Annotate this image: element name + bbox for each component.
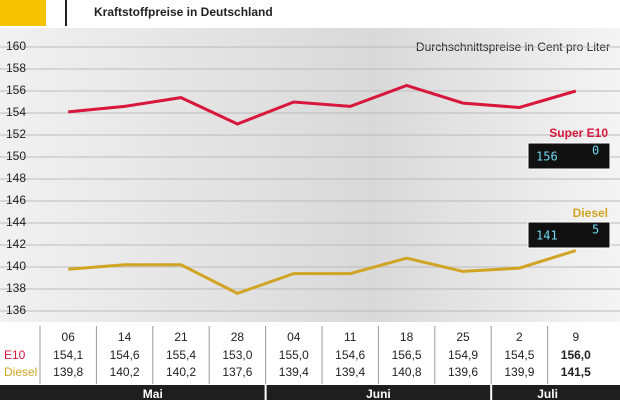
value-label: 139,4: [335, 365, 365, 379]
x-tick-label: 25: [456, 330, 470, 344]
y-tick-label: 148: [6, 171, 26, 185]
x-tick-label: 14: [118, 330, 132, 344]
x-tick-label: 04: [287, 330, 301, 344]
month-label: Juli: [537, 387, 558, 400]
value-label: 139,6: [448, 365, 478, 379]
series-line: [68, 83, 577, 126]
value-label: 153,0: [222, 348, 252, 362]
table-background: [0, 322, 620, 384]
y-tick-label: 156: [6, 83, 26, 97]
value-label: 140,8: [392, 365, 422, 379]
x-tick-label: 06: [62, 330, 76, 344]
value-label: 155,4: [166, 348, 196, 362]
y-tick-label: 160: [6, 39, 26, 53]
value-label: 140,2: [110, 365, 140, 379]
value-label: 155,0: [279, 348, 309, 362]
value-label: 154,6: [110, 348, 140, 362]
month-label: Mai: [143, 387, 163, 400]
value-label: 154,6: [335, 348, 365, 362]
y-tick-label: 136: [6, 303, 26, 317]
y-tick-label: 138: [6, 281, 26, 295]
row-label: Diesel: [4, 365, 37, 379]
y-tick-label: 150: [6, 149, 26, 163]
y-tick-label: 152: [6, 127, 26, 141]
value-label: 154,1: [53, 348, 83, 362]
x-tick-label: 18: [400, 330, 414, 344]
x-tick-label: 11: [344, 330, 357, 344]
month-bar: [0, 385, 620, 400]
y-tick-label: 154: [6, 105, 26, 119]
x-tick-label: 9: [572, 330, 579, 344]
series-label: Diesel: [573, 206, 608, 220]
value-label: 140,2: [166, 365, 196, 379]
value-label: 139,4: [279, 365, 309, 379]
y-tick-label: 144: [6, 215, 26, 229]
chart-title: Kraftstoffpreise in Deutschland: [94, 5, 273, 19]
y-tick-label: 146: [6, 193, 26, 207]
display-main: 141: [536, 229, 558, 243]
value-label: 139,9: [504, 365, 534, 379]
series-label: Super E10: [549, 126, 608, 140]
price-display: [527, 221, 611, 249]
display-sup: 5: [592, 223, 599, 237]
y-tick-label: 142: [6, 237, 26, 251]
value-label: 139,8: [53, 365, 83, 379]
display-sup: 0: [592, 144, 599, 158]
month-label: Juni: [366, 387, 391, 400]
row-label: E10: [4, 348, 26, 362]
value-label: 137,6: [222, 365, 252, 379]
y-tick-label: 140: [6, 259, 26, 273]
logo-square: [0, 0, 46, 26]
y-tick-label: 158: [6, 61, 26, 75]
value-label: 154,9: [448, 348, 478, 362]
plot-background: [0, 28, 620, 322]
series-line: [68, 249, 577, 296]
display-main: 156: [536, 150, 558, 164]
x-tick-label: 28: [231, 330, 245, 344]
value-label: 156,5: [392, 348, 422, 362]
value-label: 154,5: [504, 348, 534, 362]
price-display: [527, 142, 611, 170]
x-tick-label: 2: [516, 330, 523, 344]
value-label: 156,0: [561, 348, 591, 362]
value-label: 141,5: [561, 365, 591, 379]
x-tick-label: 21: [174, 330, 188, 344]
